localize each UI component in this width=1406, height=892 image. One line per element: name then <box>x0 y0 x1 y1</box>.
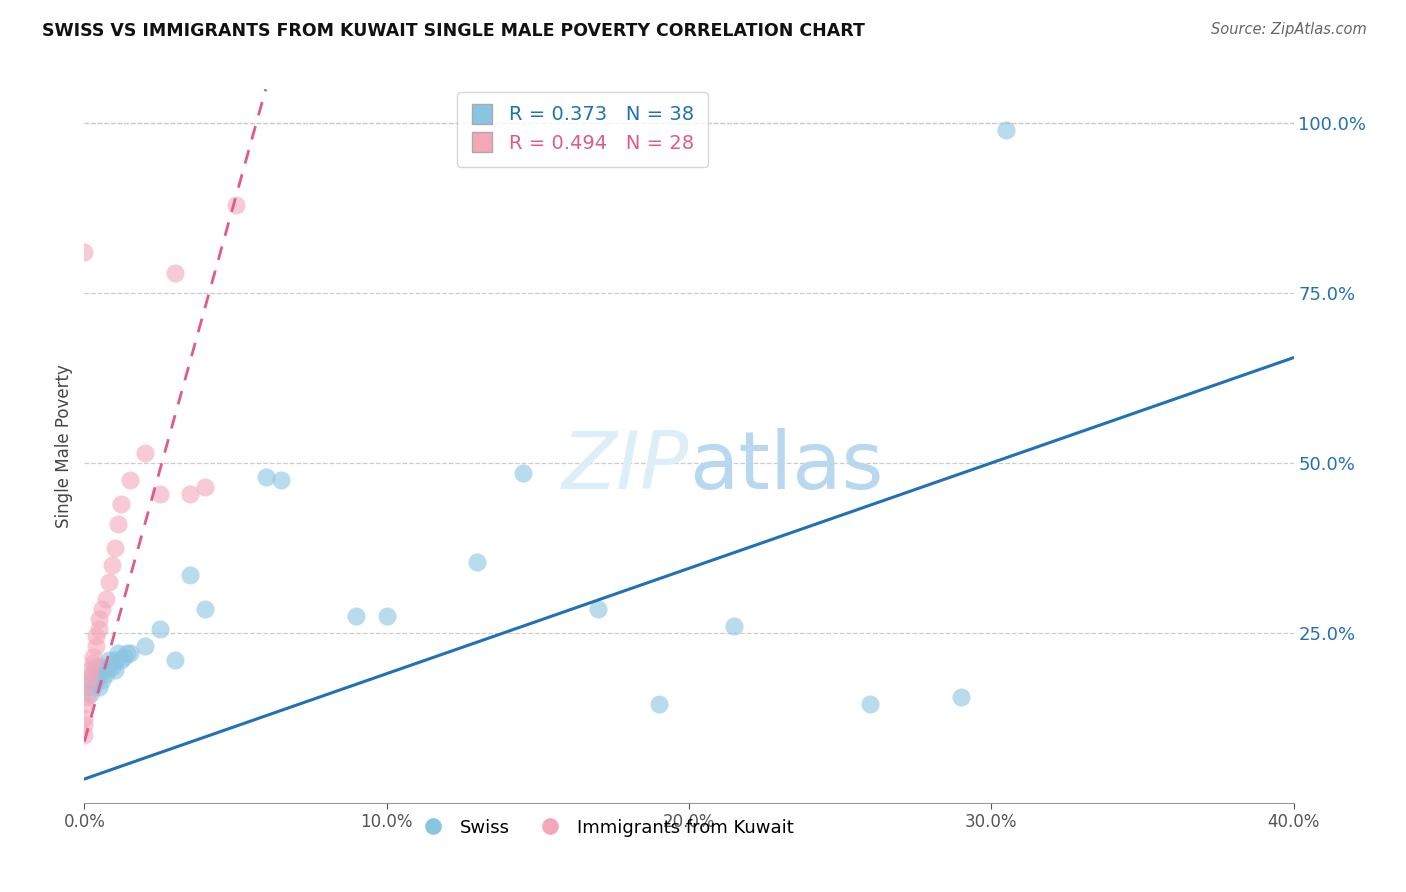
Point <box>94 666 117 681</box>
Point <box>89 680 111 694</box>
Point <box>73 728 96 742</box>
Point <box>118 473 141 487</box>
Point <box>149 623 172 637</box>
Point <box>512 466 534 480</box>
Point <box>73 711 96 725</box>
Point <box>79 687 101 701</box>
Point <box>82 680 104 694</box>
Point <box>76 680 98 694</box>
Point <box>100 558 122 572</box>
Point <box>110 497 132 511</box>
Point <box>94 591 117 606</box>
Point <box>107 646 129 660</box>
Point <box>79 670 101 684</box>
Point <box>82 649 104 664</box>
Point <box>270 473 292 487</box>
Point <box>82 657 104 671</box>
Point <box>82 666 104 681</box>
Point <box>97 653 120 667</box>
Point <box>97 574 120 589</box>
Point <box>149 486 172 500</box>
Point <box>859 698 882 712</box>
Point <box>86 629 108 643</box>
Point <box>91 660 114 674</box>
Text: SWISS VS IMMIGRANTS FROM KUWAIT SINGLE MALE POVERTY CORRELATION CHART: SWISS VS IMMIGRANTS FROM KUWAIT SINGLE M… <box>42 22 865 40</box>
Y-axis label: Single Male Poverty: Single Male Poverty <box>55 364 73 528</box>
Point <box>91 673 114 688</box>
Point <box>115 646 138 660</box>
Point <box>79 663 101 677</box>
Point <box>254 469 277 483</box>
Point <box>104 541 127 555</box>
Point <box>110 653 132 667</box>
Point <box>134 640 156 654</box>
Point <box>950 690 973 705</box>
Text: Source: ZipAtlas.com: Source: ZipAtlas.com <box>1211 22 1367 37</box>
Point <box>179 568 201 582</box>
Point <box>588 602 610 616</box>
Point <box>86 640 108 654</box>
Point <box>100 660 122 674</box>
Point <box>76 690 98 705</box>
Legend: Swiss, Immigrants from Kuwait: Swiss, Immigrants from Kuwait <box>408 812 801 844</box>
Point <box>97 660 120 674</box>
Point <box>89 666 111 681</box>
Point <box>112 649 135 664</box>
Point <box>104 663 127 677</box>
Point <box>118 646 141 660</box>
Point <box>73 698 96 712</box>
Point <box>648 698 671 712</box>
Point <box>104 653 127 667</box>
Point <box>73 245 96 260</box>
Point <box>723 619 745 633</box>
Point <box>194 602 217 616</box>
Point <box>995 123 1018 137</box>
Point <box>89 623 111 637</box>
Text: ZIP: ZIP <box>561 428 689 507</box>
Point <box>165 266 187 280</box>
Point <box>91 602 114 616</box>
Point <box>86 660 108 674</box>
Point <box>76 677 98 691</box>
Point <box>194 480 217 494</box>
Point <box>375 608 398 623</box>
Point <box>165 653 187 667</box>
Point <box>73 717 96 731</box>
Point <box>179 486 201 500</box>
Point <box>79 673 101 688</box>
Point <box>89 612 111 626</box>
Point <box>134 446 156 460</box>
Point <box>467 555 489 569</box>
Point <box>225 198 247 212</box>
Point <box>107 517 129 532</box>
Point <box>346 608 368 623</box>
Point <box>86 673 108 688</box>
Text: atlas: atlas <box>689 428 883 507</box>
